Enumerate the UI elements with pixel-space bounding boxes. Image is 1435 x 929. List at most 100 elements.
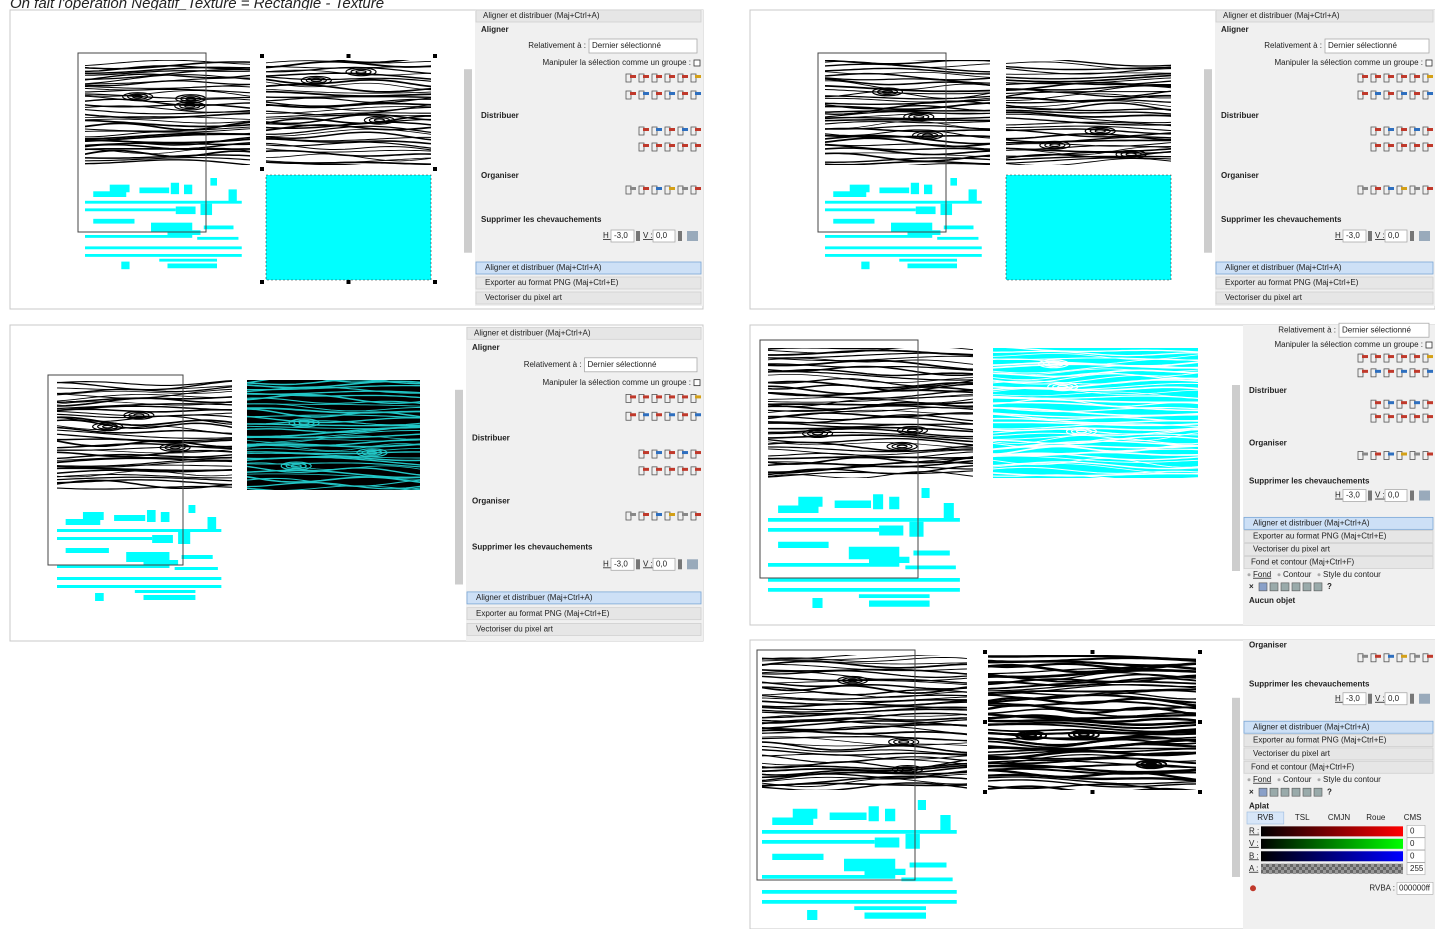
cyan-shape bbox=[825, 201, 982, 204]
tool-icon-mark bbox=[656, 75, 662, 78]
tool-icon-mark bbox=[695, 92, 701, 95]
tool-icon-mark bbox=[1388, 128, 1394, 131]
checkbox bbox=[1426, 342, 1432, 348]
tool-icon-mark bbox=[682, 144, 688, 147]
cyan-shape bbox=[889, 497, 899, 510]
selection-handle bbox=[260, 54, 264, 58]
dock-text: A : bbox=[1249, 864, 1258, 873]
tool-icon-mark bbox=[695, 187, 701, 190]
cyan-shape bbox=[188, 505, 195, 513]
tool-icon-mark bbox=[682, 468, 688, 471]
cyan-shape bbox=[865, 869, 906, 875]
tool-icon-mark bbox=[1427, 370, 1433, 373]
cyan-shape bbox=[762, 830, 957, 834]
tool-icon-mark bbox=[1401, 655, 1407, 658]
tool-icon-mark bbox=[1414, 355, 1420, 358]
tool-icon-mark bbox=[682, 187, 688, 190]
tool-icon-mark bbox=[682, 75, 688, 78]
tool-icon-mark bbox=[1362, 92, 1368, 95]
tool-icon-mark bbox=[1375, 92, 1381, 95]
tool-icon-mark bbox=[1427, 401, 1433, 404]
cyan-shape bbox=[85, 201, 242, 204]
tool-icon-mark bbox=[1427, 187, 1433, 190]
paint-swatch bbox=[1314, 788, 1322, 796]
selection-handle bbox=[983, 720, 987, 724]
tool-icon-mark bbox=[695, 395, 701, 398]
tool-icon-mark bbox=[1427, 128, 1433, 131]
cyan-shape bbox=[885, 809, 895, 822]
tool-icon-mark bbox=[656, 413, 662, 416]
tool-icon-mark bbox=[1375, 187, 1381, 190]
tool-icon-mark bbox=[1427, 655, 1433, 658]
tool-icon-mark bbox=[1362, 453, 1368, 456]
tab-dot bbox=[1318, 573, 1321, 576]
cyan-shape bbox=[85, 246, 242, 249]
dock-text: Fond bbox=[1253, 775, 1271, 784]
tool-icon-mark bbox=[1388, 92, 1394, 95]
dock-text: Dernier sélectionné bbox=[588, 360, 657, 369]
dock-text: Organiser bbox=[1249, 640, 1287, 649]
cyan-shape bbox=[114, 515, 145, 521]
spinner bbox=[1410, 231, 1414, 241]
cyan-shape bbox=[835, 501, 871, 509]
tool-icon-mark bbox=[1414, 401, 1420, 404]
tool-icon-mark bbox=[1362, 187, 1368, 190]
tool-icon-mark bbox=[695, 128, 701, 131]
tool-icon-mark bbox=[695, 75, 701, 78]
paint-swatch bbox=[1303, 788, 1311, 796]
cyan-shape bbox=[807, 910, 817, 920]
cyan-shape bbox=[793, 809, 818, 819]
dock-text: Vectoriser du pixel art bbox=[1225, 293, 1303, 302]
dock-text: Aligner et distribuer (Maj+Ctrl+A) bbox=[1253, 518, 1370, 527]
cyan-shape bbox=[57, 577, 221, 580]
paint-swatch bbox=[1292, 788, 1300, 796]
tool-icon-mark bbox=[643, 128, 649, 131]
apply-icon bbox=[687, 559, 698, 569]
tool-icon-mark bbox=[1388, 453, 1394, 456]
tool-icon-mark bbox=[695, 468, 701, 471]
dock-text: Manipuler la sélection comme un groupe : bbox=[1274, 340, 1423, 349]
cyan-shape bbox=[147, 510, 156, 522]
cyan-shape bbox=[204, 226, 234, 230]
cyan-shape bbox=[57, 585, 221, 588]
cyan-shape bbox=[139, 188, 169, 194]
tool-icon-mark bbox=[695, 144, 701, 147]
tool-icon-mark bbox=[695, 413, 701, 416]
selection-handle bbox=[1198, 650, 1202, 654]
dock-text: 0,0 bbox=[1388, 491, 1400, 500]
spinner bbox=[1368, 491, 1372, 501]
grain bbox=[260, 97, 435, 98]
tool-icon-mark bbox=[1401, 355, 1407, 358]
cyan-shape bbox=[905, 566, 956, 570]
dock-text: × bbox=[1249, 787, 1254, 796]
cyan-shape bbox=[95, 593, 104, 601]
dock-text: Vectoriser du pixel art bbox=[1253, 749, 1331, 758]
checkbox bbox=[1426, 60, 1432, 66]
dock-text: Supprimer les chevauchements bbox=[481, 215, 602, 224]
dock-text: Dernier sélectionné bbox=[1328, 41, 1397, 50]
paint-swatch bbox=[1292, 583, 1300, 591]
dock-text: Exporter au format PNG (Maj+Ctrl+E) bbox=[1253, 532, 1387, 541]
dock-text: V : bbox=[643, 559, 653, 568]
dock-text: Organiser bbox=[481, 171, 519, 180]
dock-text: 0 bbox=[1410, 839, 1415, 848]
cyan-shape bbox=[768, 588, 960, 592]
dock-text: Relativement à : bbox=[1264, 41, 1322, 50]
tool-icon-mark bbox=[1388, 401, 1394, 404]
dock-text: CMJN bbox=[1328, 813, 1350, 822]
tool-icon-mark bbox=[1401, 453, 1407, 456]
tool-icon-mark bbox=[1388, 415, 1394, 418]
cyan-shape bbox=[899, 259, 957, 262]
dock-text: CMS bbox=[1404, 813, 1422, 822]
checkbox bbox=[694, 380, 700, 386]
dock-text: RVBA : bbox=[1369, 883, 1395, 892]
cyan-shape bbox=[762, 840, 875, 844]
cyan-shape bbox=[906, 834, 920, 849]
tool-icon-mark bbox=[1401, 128, 1407, 131]
spinner bbox=[1410, 491, 1414, 501]
cyan-shape bbox=[772, 854, 823, 860]
tool-icon-mark bbox=[682, 92, 688, 95]
dock-text: 0 bbox=[1410, 826, 1415, 835]
tool-icon-mark bbox=[695, 513, 701, 516]
dock-text: V : bbox=[1249, 839, 1259, 848]
